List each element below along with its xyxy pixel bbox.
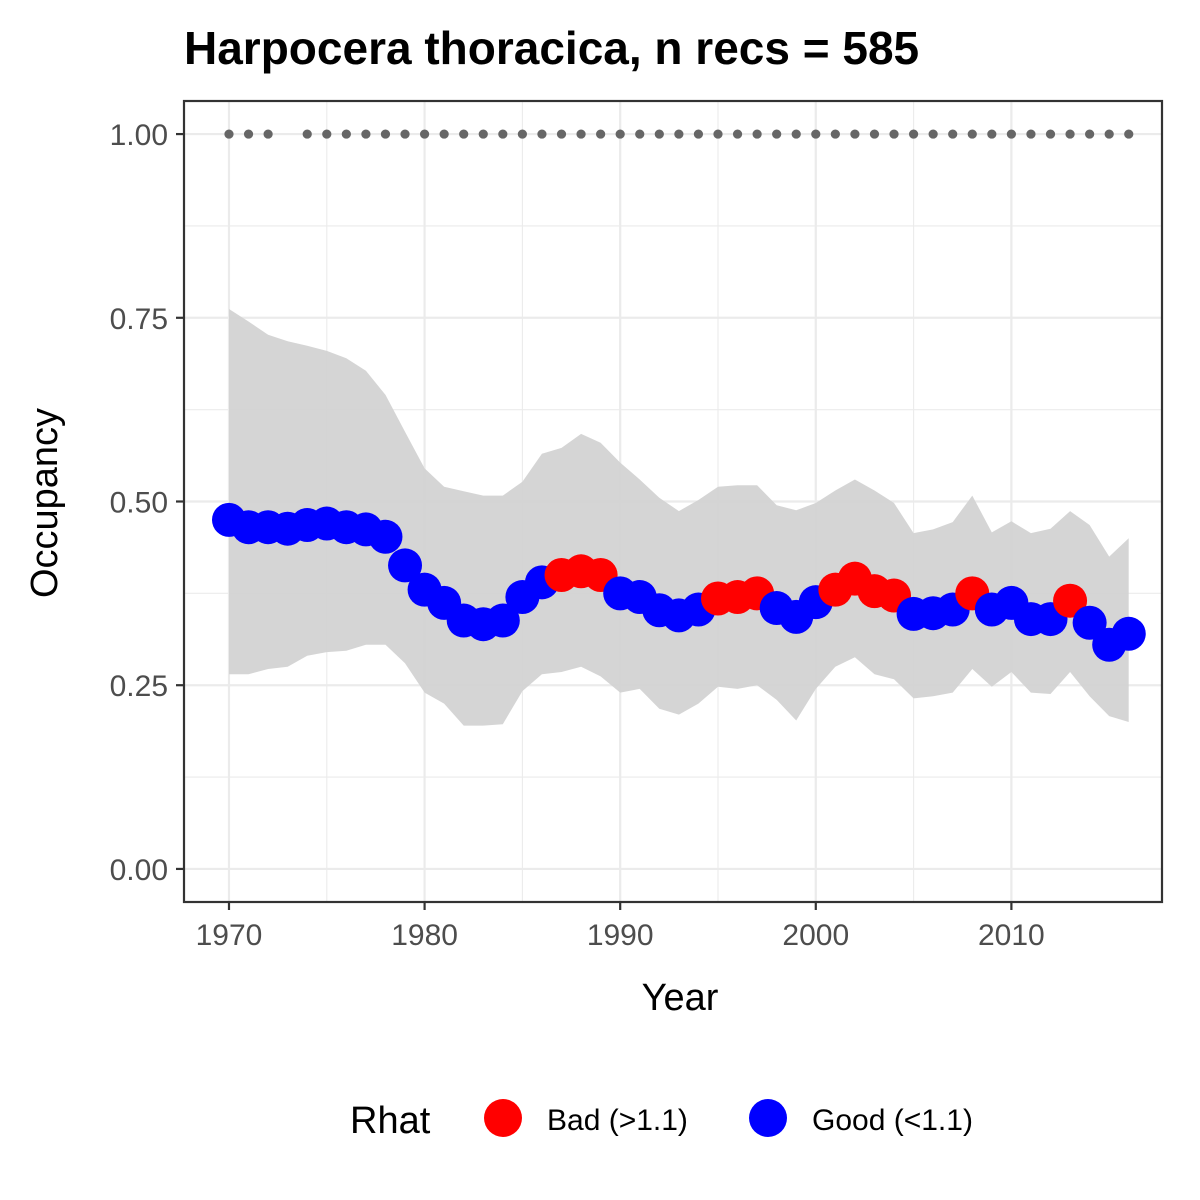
record-year-marker — [1065, 129, 1075, 139]
record-year-marker — [341, 129, 351, 139]
record-year-marker — [772, 129, 782, 139]
record-year-marker — [830, 129, 840, 139]
record-year-marker — [459, 129, 469, 139]
record-year-marker — [419, 129, 430, 139]
record-year-marker — [732, 129, 743, 139]
y-axis-title: Occupancy — [24, 408, 66, 598]
record-year-marker — [1026, 129, 1036, 139]
occupancy-points — [211, 502, 1146, 662]
x-tick-label: 1990 — [587, 919, 654, 952]
record-year-marker — [380, 129, 391, 139]
record-year-marker — [263, 129, 273, 139]
record-year-marker — [302, 129, 312, 139]
occupancy-point — [1053, 583, 1088, 618]
chart-title: Harpocera thoracica, n recs = 585 — [184, 22, 919, 74]
legend-label-good: Good (<1.1) — [812, 1104, 973, 1137]
legend-swatch-bad — [484, 1099, 522, 1137]
record-year-marker — [850, 129, 860, 139]
y-tick-label: 0.75 — [110, 303, 168, 336]
x-tick-label: 2010 — [978, 919, 1045, 952]
y-tick-label: 1.00 — [110, 119, 168, 152]
record-year-marker — [908, 129, 919, 139]
occupancy-point — [485, 603, 520, 638]
record-year-marker — [967, 129, 977, 139]
occupancy-point — [1111, 616, 1146, 651]
record-year-marker — [322, 129, 332, 139]
record-year-marker — [869, 129, 880, 139]
y-tick-label: 0.25 — [110, 670, 168, 703]
y-tick-label: 0.50 — [110, 487, 168, 520]
record-year-marker — [791, 129, 801, 139]
record-year-marker — [1124, 129, 1134, 139]
legend-title: Rhat — [350, 1100, 431, 1142]
record-year-marker — [439, 129, 449, 139]
record-year-marker — [693, 129, 704, 139]
occupancy-point — [368, 519, 403, 554]
record-year-marker — [576, 129, 586, 139]
record-year-marker — [361, 129, 371, 139]
record-year-marker — [1085, 129, 1095, 139]
y-tick-label: 0.00 — [110, 854, 168, 887]
record-year-markers — [224, 129, 1134, 139]
x-tick-label: 1980 — [391, 919, 458, 952]
legend-swatch-good — [749, 1099, 787, 1137]
record-year-marker — [1104, 129, 1114, 139]
record-year-marker — [243, 129, 254, 139]
occupancy-point — [1072, 605, 1107, 640]
record-year-marker — [556, 129, 567, 139]
x-tick-label: 2000 — [782, 919, 849, 952]
legend: Rhat Bad (>1.1) Good (<1.1) — [350, 1099, 973, 1142]
record-year-marker — [948, 129, 958, 139]
record-year-marker — [889, 129, 899, 139]
record-year-marker — [654, 129, 664, 139]
occupancy-point — [388, 548, 423, 583]
record-year-marker — [987, 129, 997, 139]
record-year-marker — [713, 129, 723, 139]
record-year-marker — [811, 129, 821, 139]
record-year-marker — [928, 129, 938, 139]
record-year-marker — [537, 129, 547, 139]
record-year-marker — [498, 129, 508, 139]
x-axis-title: Year — [642, 977, 719, 1019]
record-year-marker — [1006, 129, 1016, 139]
record-year-marker — [674, 129, 684, 139]
record-year-marker — [224, 129, 234, 139]
record-year-marker — [635, 129, 645, 139]
record-year-marker — [478, 129, 488, 139]
x-tick-label: 1970 — [196, 919, 263, 952]
record-year-marker — [400, 129, 410, 139]
record-year-marker — [517, 129, 527, 139]
record-year-marker — [1045, 129, 1056, 139]
record-year-marker — [615, 129, 625, 139]
legend-label-bad: Bad (>1.1) — [547, 1104, 688, 1137]
record-year-marker — [596, 129, 606, 139]
record-year-marker — [752, 129, 762, 139]
axes: 1970 1980 1990 2000 2010 0.00 0.25 0.50 0.75 1.00 — [110, 119, 1045, 952]
